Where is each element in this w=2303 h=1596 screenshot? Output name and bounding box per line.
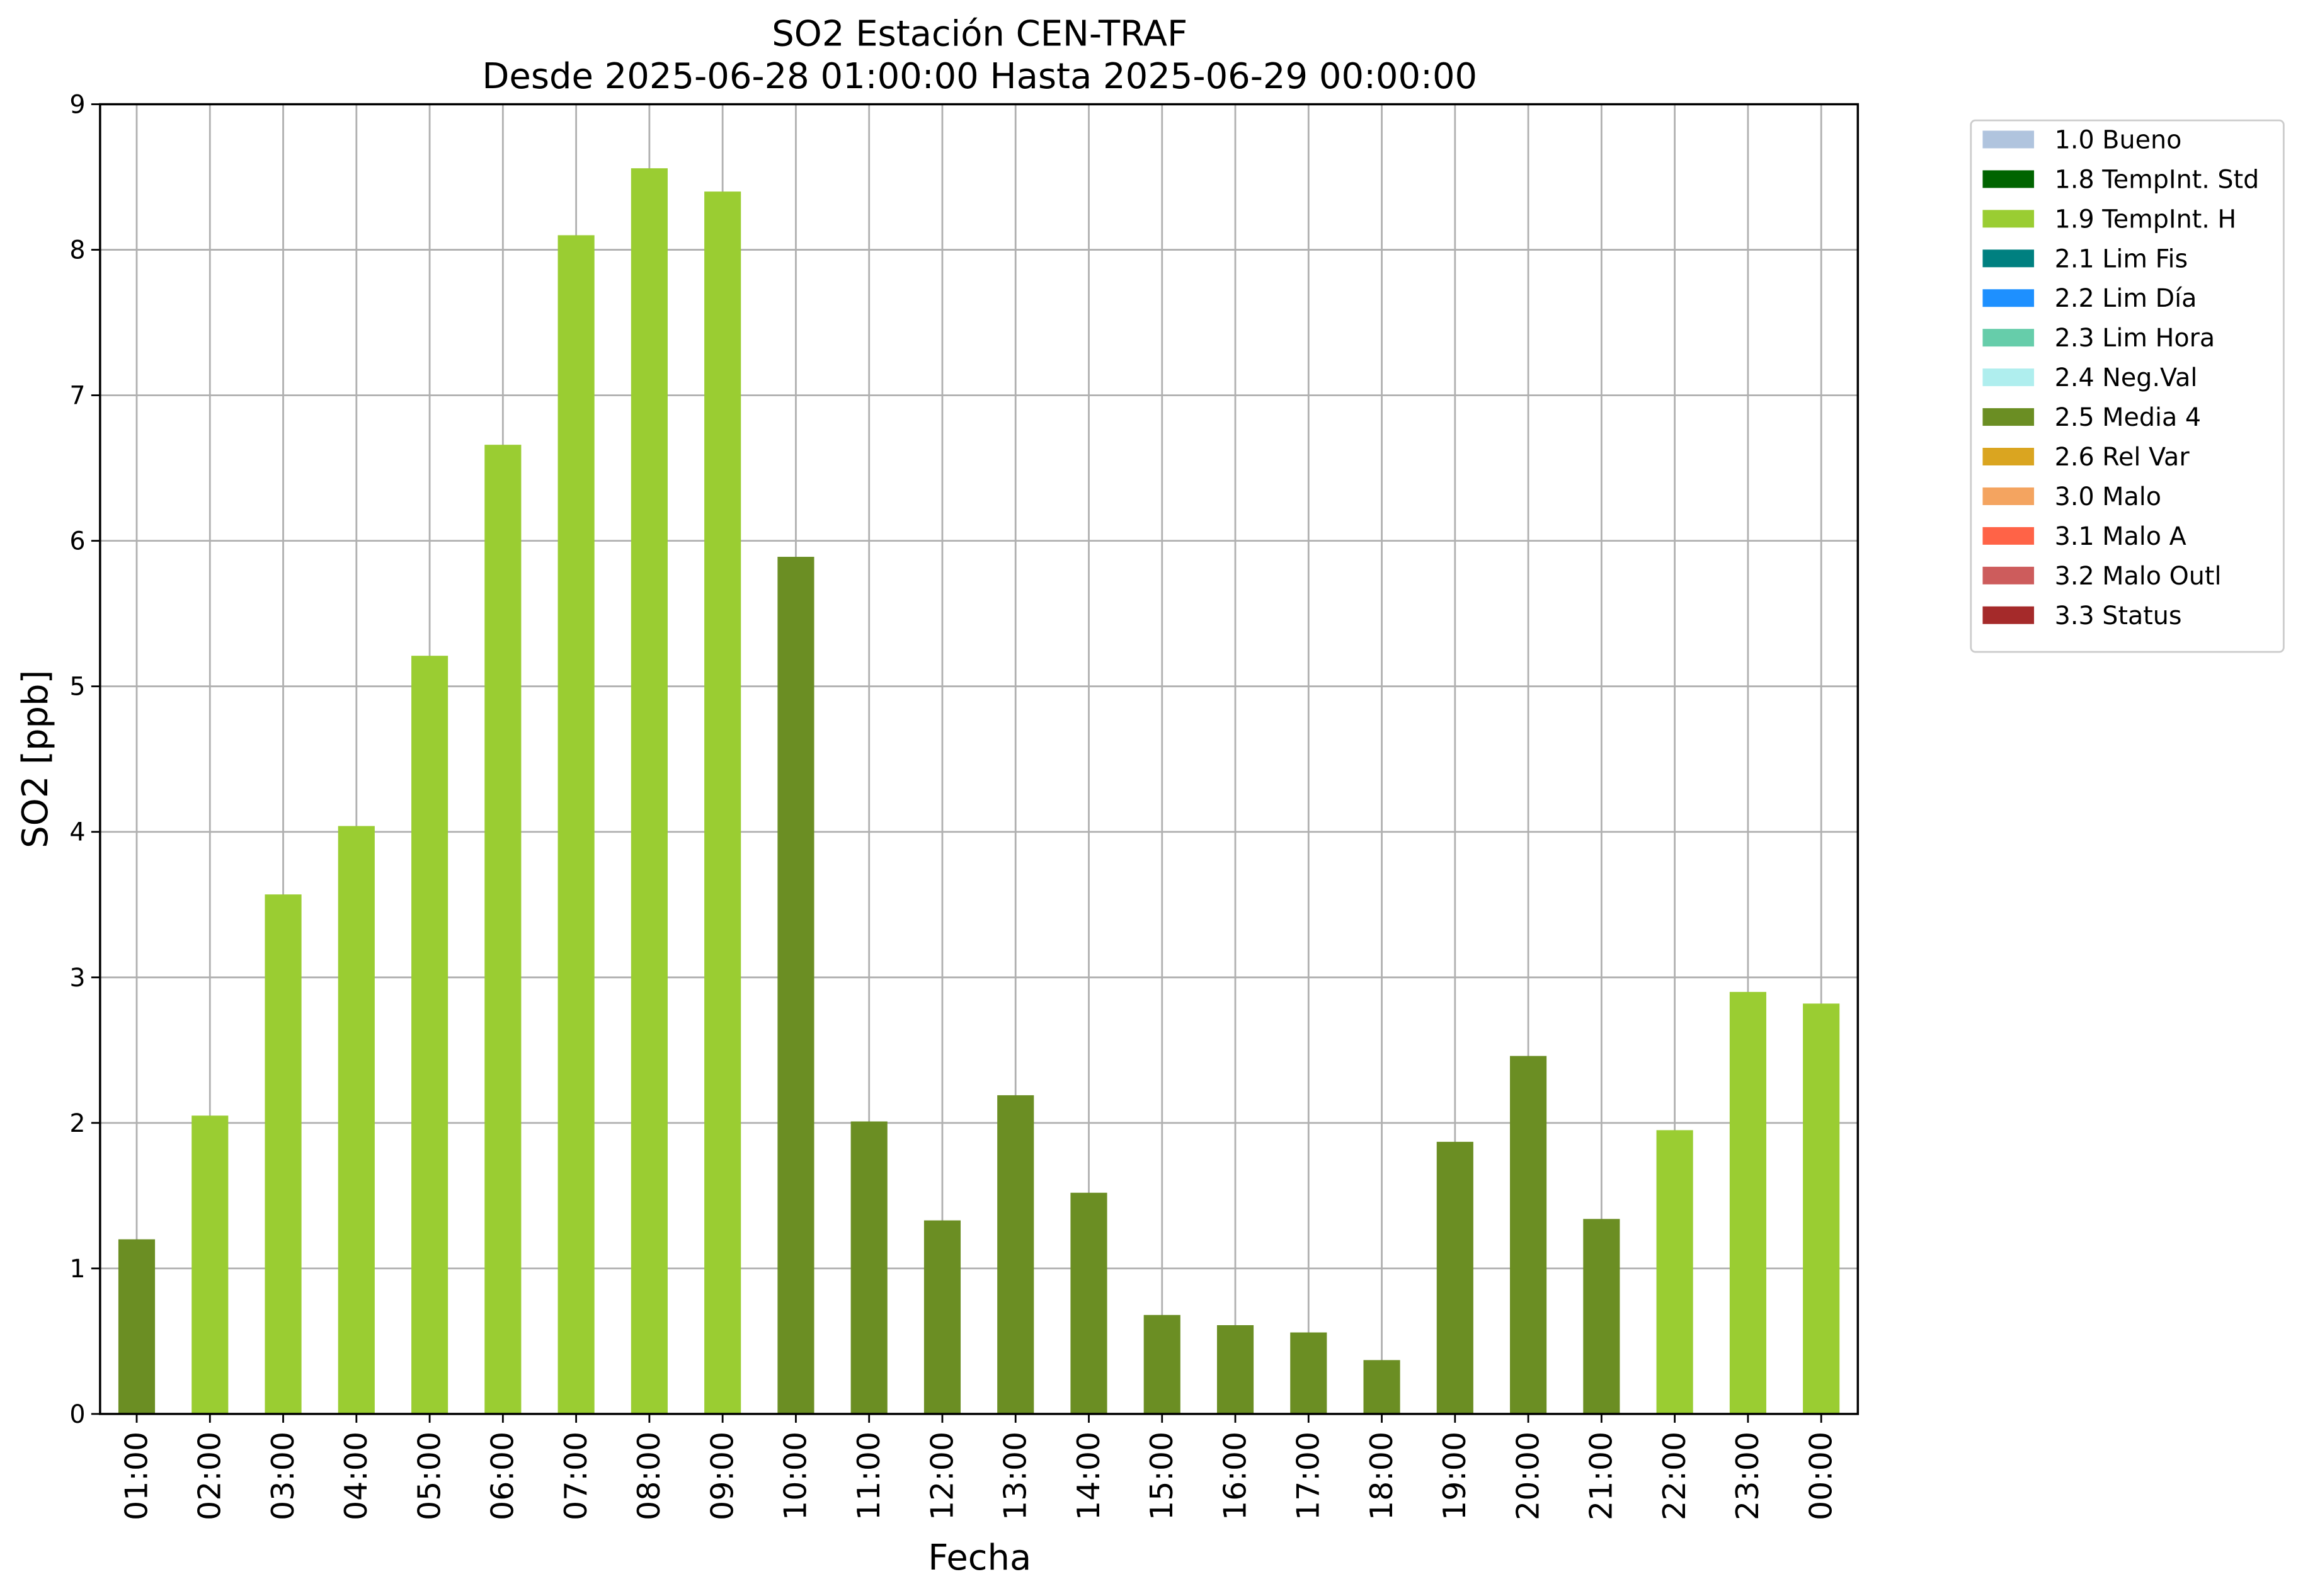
legend-swatch — [1982, 249, 2035, 268]
x-tick-label: 22:00 — [1657, 1432, 1693, 1520]
y-tick-label: 7 — [69, 382, 85, 411]
x-tick-label: 17:00 — [1291, 1432, 1327, 1520]
x-tick-label: 12:00 — [924, 1432, 960, 1520]
y-tick-label: 3 — [69, 964, 85, 993]
legend-label: 2.1 Lim Fis — [2055, 244, 2188, 273]
legend-swatch — [1982, 448, 2035, 465]
legend-swatch — [1982, 130, 2035, 149]
chart-subtitle: Desde 2025-06-28 01:00:00 Hasta 2025-06-… — [482, 56, 1477, 97]
legend-swatch — [1982, 329, 2035, 347]
y-tick-label: 4 — [69, 818, 85, 847]
x-tick-label: 23:00 — [1730, 1432, 1766, 1520]
y-tick-label: 2 — [69, 1109, 85, 1138]
bar — [1656, 1130, 1693, 1414]
legend-swatch — [1982, 289, 2035, 307]
x-tick-label: 16:00 — [1217, 1432, 1253, 1520]
bar — [850, 1121, 888, 1414]
chart-title: SO2 Estación CEN-TRAF — [772, 13, 1187, 54]
x-tick-label: 07:00 — [558, 1432, 594, 1520]
y-tick-label: 6 — [69, 527, 85, 556]
legend-label: 2.6 Rel Var — [2055, 443, 2190, 472]
x-tick-label: 21:00 — [1584, 1432, 1620, 1520]
legend-swatch — [1982, 408, 2035, 426]
x-tick-label: 19:00 — [1437, 1432, 1473, 1520]
bar — [997, 1095, 1034, 1414]
x-tick-label: 10:00 — [778, 1432, 814, 1520]
legend-swatch — [1982, 368, 2035, 387]
y-axis-label: SO2 [ppb] — [15, 670, 56, 848]
bar — [1290, 1332, 1327, 1414]
legend-swatch — [1982, 170, 2035, 188]
bar — [777, 557, 814, 1414]
legend-swatch — [1982, 487, 2035, 505]
x-tick-label: 18:00 — [1364, 1432, 1400, 1520]
x-axis-label: Fecha — [928, 1537, 1031, 1578]
legend-box — [1970, 119, 2285, 653]
x-tick-label: 09:00 — [704, 1432, 740, 1520]
bar — [118, 1239, 156, 1414]
bar — [631, 168, 668, 1414]
legend-label: 3.3 Status — [2055, 601, 2182, 630]
bar — [484, 445, 522, 1414]
legend-swatch — [1982, 210, 2035, 228]
legend-label: 3.2 Malo Outl — [2055, 562, 2222, 591]
x-tick-label: 06:00 — [485, 1432, 521, 1520]
bar — [1216, 1325, 1254, 1414]
x-tick-label: 00:00 — [1803, 1432, 1839, 1520]
legend-label: 2.5 Media 4 — [2055, 403, 2201, 432]
legend-label: 3.0 Malo — [2055, 482, 2161, 511]
x-tick-label: 14:00 — [1071, 1432, 1107, 1520]
bar — [338, 826, 375, 1414]
legend-swatch — [1982, 566, 2035, 584]
bar — [1510, 1056, 1547, 1414]
legend-label: 2.4 Neg.Val — [2055, 363, 2198, 392]
x-tick-label: 04:00 — [338, 1432, 374, 1520]
bar — [1070, 1192, 1107, 1414]
legend-swatch — [1982, 606, 2035, 624]
bar — [191, 1115, 229, 1414]
bar — [1583, 1219, 1620, 1414]
legend-label: 3.1 Malo A — [2055, 522, 2186, 551]
legend-label: 2.2 Lim Día — [2055, 284, 2197, 313]
bar — [411, 656, 449, 1414]
legend-swatch — [1982, 527, 2035, 545]
x-tick-label: 11:00 — [851, 1432, 887, 1520]
x-tick-label: 02:00 — [192, 1432, 228, 1520]
bar — [1143, 1314, 1180, 1414]
y-tick-label: 5 — [69, 673, 85, 702]
x-tick-label: 20:00 — [1510, 1432, 1546, 1520]
legend-label: 1.9 TempInt. H — [2055, 205, 2237, 234]
x-tick-label: 15:00 — [1144, 1432, 1180, 1520]
bar — [265, 894, 302, 1414]
x-tick-label: 01:00 — [118, 1432, 154, 1520]
bar — [1803, 1003, 1840, 1414]
x-tick-label: 13:00 — [998, 1432, 1034, 1520]
bar — [923, 1220, 961, 1414]
bar — [1436, 1141, 1473, 1414]
bar — [1729, 991, 1766, 1414]
bar — [704, 191, 741, 1414]
plot-frame — [99, 103, 1860, 1415]
y-tick-label: 1 — [69, 1255, 85, 1284]
legend-label: 1.0 Bueno — [2055, 125, 2182, 154]
bar — [557, 235, 595, 1414]
y-tick-label: 0 — [69, 1400, 85, 1429]
legend-label: 1.8 TempInt. Std — [2055, 165, 2260, 194]
x-tick-label: 08:00 — [631, 1432, 667, 1520]
y-tick-label: 8 — [69, 236, 85, 265]
x-tick-label: 05:00 — [411, 1432, 447, 1520]
x-tick-label: 03:00 — [265, 1432, 301, 1520]
legend-label: 2.3 Lim Hora — [2055, 324, 2215, 353]
y-tick-label: 9 — [69, 91, 85, 120]
bar — [1363, 1360, 1400, 1414]
